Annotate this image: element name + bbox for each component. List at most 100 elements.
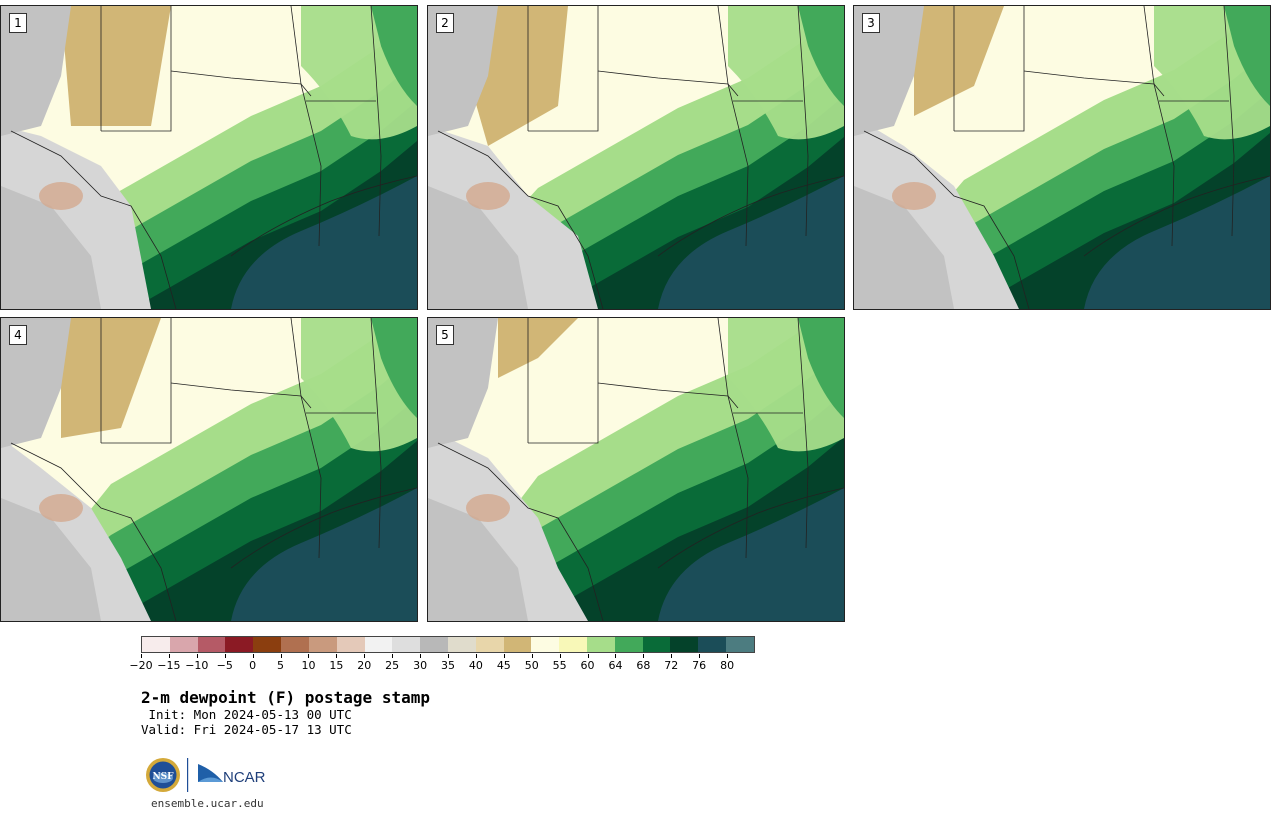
- gulf-field: [658, 488, 844, 621]
- colorbar-tick: [699, 654, 701, 658]
- colorbar-swatch: [142, 637, 170, 652]
- colorbar-swatch: [726, 637, 754, 652]
- colorbar-tick: [224, 654, 226, 658]
- colorbar-swatch: [559, 637, 587, 652]
- colorbar-swatch: [197, 637, 226, 652]
- nsf-ncar-logo: NSF NCAR: [146, 758, 266, 792]
- colorbar-tick: [503, 654, 505, 658]
- colorbar-swatch: [308, 637, 337, 652]
- boundary-line: [290, 6, 302, 85]
- colorbar-tick-label: 20: [357, 659, 372, 672]
- colorbar-tick-label: 5: [277, 659, 285, 672]
- boundary-line: [170, 70, 312, 97]
- boundary-line: [1223, 6, 1235, 237]
- colorbar-tick-label: 35: [441, 659, 455, 672]
- boundary-line: [170, 382, 312, 409]
- boundary-line: [10, 442, 177, 621]
- dry-northwest: [428, 318, 498, 448]
- colorbar-tick-label: 68: [636, 659, 651, 672]
- boundary-line: [300, 395, 322, 559]
- colorbar-tick: [475, 654, 477, 658]
- colorbar-tick-label: 10: [301, 659, 316, 672]
- boundary-line: [657, 487, 844, 569]
- colorbar-tick-label: 55: [552, 659, 567, 672]
- dry-northwest: [428, 6, 498, 136]
- dry-patch: [466, 494, 510, 522]
- colorbar-tick: [280, 654, 282, 658]
- map-panel-3: 3: [853, 5, 1271, 310]
- panel-number: 1: [9, 13, 27, 33]
- dry-mexico: [428, 498, 528, 621]
- boundary-line: [370, 318, 382, 549]
- dry-mexico: [1, 186, 101, 309]
- colorbar-tick-label: 64: [608, 659, 623, 672]
- colorbar-swatch: [503, 637, 532, 652]
- nsf-text: NSF: [152, 772, 174, 782]
- boundary-line: [954, 6, 1025, 132]
- boundary-line: [437, 130, 604, 309]
- colorbar-tick-label: 72: [664, 659, 679, 672]
- boundary-line: [797, 318, 809, 549]
- colorbar-tick-label: 80: [720, 659, 735, 672]
- colorbar-tick: [364, 654, 366, 658]
- panel-number: 5: [436, 325, 454, 345]
- colorbar-swatch: [253, 637, 282, 652]
- dry-mexico: [1, 498, 101, 621]
- boundary-line: [370, 6, 382, 237]
- dry-patch: [39, 182, 83, 210]
- valid-time: Valid: Fri 2024-05-17 13 UTC: [141, 722, 352, 737]
- gulf-field: [231, 488, 417, 621]
- colorbar-tick: [392, 654, 394, 658]
- colorbar-swatch: [336, 637, 365, 652]
- colorbar-tick-label: 76: [692, 659, 707, 672]
- colorbar-tick: [448, 654, 449, 658]
- dry-plains: [914, 6, 1004, 116]
- colorbar-tick-label: 60: [580, 659, 595, 672]
- boundary-line: [717, 318, 729, 397]
- colorbar-tick-label: 50: [524, 659, 539, 672]
- panel-number: 3: [862, 13, 880, 33]
- dewpoint-map-4: [1, 318, 417, 621]
- east-moist-2: [371, 318, 417, 418]
- boundary-line: [863, 130, 1030, 309]
- gulf-field: [658, 176, 844, 309]
- dry-northwest: [1, 318, 71, 448]
- colorbar-swatch: [225, 637, 254, 652]
- dry-plains: [498, 318, 578, 378]
- colorbar-swatch: [698, 637, 727, 652]
- colorbar: [141, 636, 755, 653]
- dewpoint-map-3: [854, 6, 1270, 309]
- dry-plains: [61, 318, 161, 438]
- colorbar-swatch: [447, 637, 476, 652]
- boundary-line: [797, 6, 809, 237]
- boundary-line: [597, 70, 739, 97]
- panel-number: 2: [436, 13, 454, 33]
- boundary-line: [528, 6, 599, 132]
- boundary-line: [1153, 83, 1175, 247]
- boundary-line: [717, 6, 729, 85]
- colorbar-tick: [308, 654, 310, 658]
- colorbar-tick: [643, 654, 645, 658]
- colorbar-tick-label: 25: [385, 659, 400, 672]
- boundary-line: [101, 318, 172, 444]
- colorbar-swatch: [281, 637, 309, 652]
- colorbar-tick: [141, 654, 142, 658]
- dry-mexico: [854, 186, 954, 309]
- panel-number: 4: [9, 325, 27, 345]
- colorbar-tick: [587, 654, 589, 658]
- colorbar-tick-label: −15: [157, 659, 181, 672]
- boundary-line: [727, 83, 749, 247]
- colorbar-swatch: [642, 637, 671, 652]
- boundary-line: [101, 6, 172, 132]
- colorbar-tick-label: −5: [216, 659, 233, 672]
- colorbar-ticks: −20 −15 −10 −5 0 5 10 15 20 25 30 35 40 45 50 55 60 64 68 7…: [129, 654, 755, 674]
- colorbar-swatch: [364, 637, 393, 652]
- colorbar-tick-label: −20: [129, 659, 153, 672]
- nsf-seal-icon: NSF: [146, 758, 180, 792]
- boundary-line: [657, 175, 844, 257]
- colorbar-tick: [336, 654, 338, 658]
- boundary-line: [230, 487, 417, 569]
- colorbar-swatch: [475, 637, 504, 652]
- boundary-line: [727, 395, 749, 559]
- dry-patch: [39, 494, 83, 522]
